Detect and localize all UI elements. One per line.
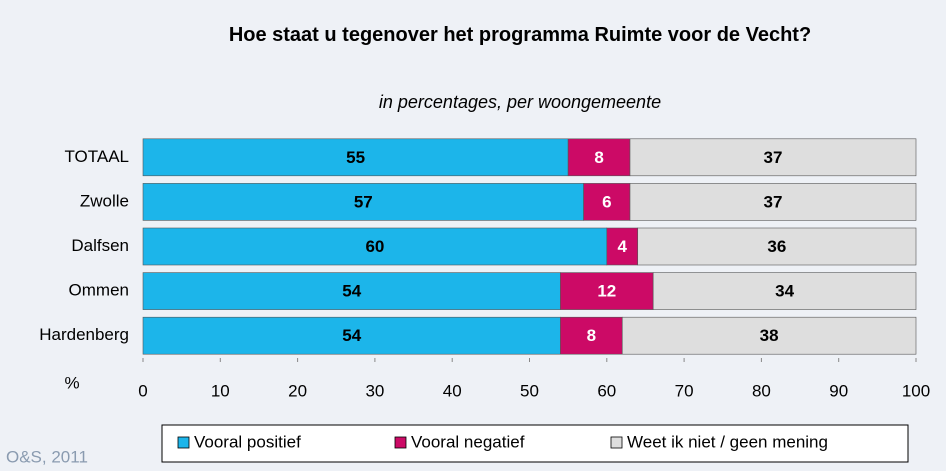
data-label: 60: [365, 237, 384, 256]
x-tick-label: 90: [829, 381, 848, 400]
x-tick-label: 40: [443, 381, 462, 400]
y-tick-label: Dalfsen: [71, 236, 129, 255]
bar-segment: [567, 138, 631, 177]
x-tick-label: 100: [902, 381, 930, 400]
x-tick-label: 20: [288, 381, 307, 400]
bar-segment: [629, 138, 917, 177]
data-label: 57: [354, 192, 373, 211]
legend-label: Vooral positief: [194, 432, 301, 451]
bar-segment: [637, 227, 917, 266]
bar-segment: [583, 183, 631, 221]
bar-segment: [621, 316, 917, 355]
data-label: 55: [346, 148, 365, 167]
bar-segment: [606, 227, 639, 266]
x-tick-label: 60: [597, 381, 616, 400]
data-label: 37: [764, 192, 783, 211]
y-tick-label: Ommen: [69, 281, 129, 300]
data-label: 8: [594, 148, 603, 167]
bar-segment: [560, 272, 654, 310]
data-label: 54: [342, 326, 361, 345]
data-label: 37: [764, 148, 783, 167]
bar-segment: [142, 138, 569, 177]
source: O&S, 2011: [6, 447, 88, 466]
x-tick-label: 80: [752, 381, 771, 400]
data-label: 54: [342, 282, 361, 301]
legend-swatch: [610, 436, 623, 449]
legend-box: [161, 424, 909, 463]
y-tick-label: TOTAAL: [64, 147, 129, 166]
legend-label: Weet ik niet / geen mening: [627, 432, 828, 451]
data-label: 12: [597, 282, 616, 301]
data-label: 34: [775, 282, 794, 301]
legend-swatch: [394, 436, 407, 449]
bar-segment: [142, 316, 561, 355]
data-label: 4: [618, 237, 628, 256]
bar-segment: [629, 183, 917, 221]
legend-label: Vooral negatief: [411, 432, 525, 451]
x-tick-label: 10: [211, 381, 230, 400]
bar-segment: [142, 183, 584, 221]
y-tick-label: Hardenberg: [39, 325, 129, 344]
legend-swatch: [177, 436, 190, 449]
x-axis-label: %: [64, 373, 79, 392]
chart-subtitle: in percentages, per woongemeente: [378, 92, 662, 112]
x-tick-label: 70: [675, 381, 694, 400]
y-tick-label: Zwolle: [80, 191, 129, 210]
bar-segment: [142, 227, 608, 266]
x-tick-label: 0: [138, 381, 147, 400]
bar-segment: [652, 272, 917, 310]
x-tick-label: 50: [520, 381, 539, 400]
data-label: 8: [587, 326, 596, 345]
data-label: 38: [760, 326, 779, 345]
x-tick-label: 30: [365, 381, 384, 400]
chart-title: Hoe staat u tegenover het programma Ruim…: [228, 24, 812, 46]
data-label: 6: [602, 192, 611, 211]
data-label: 36: [767, 237, 786, 256]
